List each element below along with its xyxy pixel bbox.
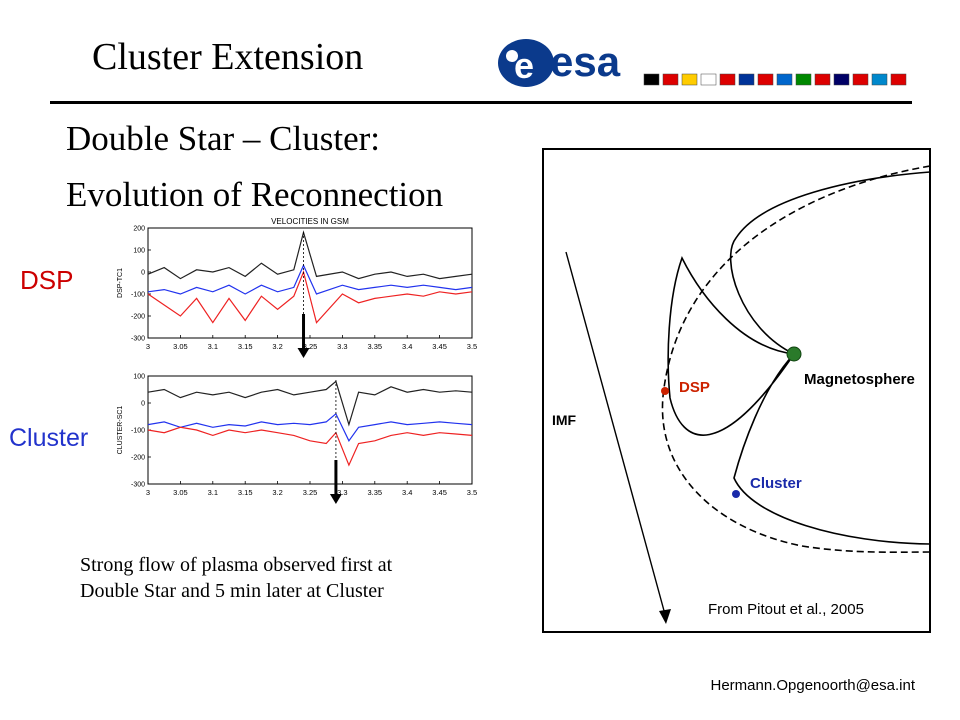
flag-icon [852, 73, 869, 86]
dsp-spacecraft-marker [661, 387, 669, 395]
cluster-spacecraft-marker [732, 490, 740, 498]
flag-icon [738, 73, 755, 86]
series-line-0 [147, 380, 473, 427]
dsp-velocity-chart: VELOCITIES IN GSM DSP-TC1 3 3.05 3.1 3.15 3.2 3… [117, 217, 477, 358]
plot-frame [147, 227, 473, 339]
y-tick-label: 100 [133, 374, 145, 381]
x-tick-label: 3.35 [367, 488, 382, 497]
subtitle-line-1: Double Star – Cluster: [66, 119, 380, 158]
y-axis-label: CLUSTER-SC1 [117, 406, 124, 455]
slide-title: Cluster Extension [92, 36, 364, 78]
x-tick-label: 3.1 [208, 342, 218, 351]
caption-line-2: Double Star and 5 min later at Cluster [80, 580, 384, 602]
x-tick-label: 3.15 [238, 342, 253, 351]
y-tick-label: 200 [133, 226, 145, 233]
y-tick-label: 0 [141, 270, 145, 277]
diagram-frame [542, 148, 931, 633]
flag-icon [757, 73, 774, 86]
y-tick-label: 0 [141, 401, 145, 408]
x-tick-label: 3.05 [173, 342, 188, 351]
x-tick-label: 3.5 [467, 342, 477, 351]
flag-icon [776, 73, 793, 86]
footer-email: Hermann.Opgenoorth@esa.int [710, 677, 915, 694]
magnetopause-curve [667, 171, 931, 545]
x-tick-label: 3.5 [467, 488, 477, 497]
magnetosphere-label: Magnetosphere [804, 371, 915, 388]
svg-text:e: e [514, 45, 534, 86]
x-tick-label: 3.2 [272, 488, 282, 497]
y-tick-label: -200 [131, 314, 145, 321]
x-tick-label: 3.35 [367, 342, 382, 351]
title-rule [50, 101, 912, 104]
caption: Strong flow of plasma observed first at … [80, 552, 392, 604]
imf-label: IMF [552, 412, 577, 428]
y-tick-label: -100 [131, 428, 145, 435]
dsp-panel-label: DSP [20, 265, 74, 295]
x-tick-label: 3 [146, 488, 150, 497]
event-arrow-head [329, 494, 342, 504]
cluster-diagram-label: Cluster [750, 475, 802, 492]
member-flags [643, 73, 907, 86]
dsp-diagram-label: DSP [679, 379, 710, 396]
flag-icon [643, 73, 660, 86]
caption-line-1: Strong flow of plasma observed first at [80, 554, 393, 576]
x-tick-label: 3.25 [303, 342, 318, 351]
x-tick-label: 3.15 [238, 488, 253, 497]
series-line-1 [147, 412, 473, 442]
esa-logo: e esa [498, 38, 907, 87]
x-tick-label: 3.05 [173, 488, 188, 497]
x-tick-label: 3 [146, 342, 150, 351]
flag-icon [681, 73, 698, 86]
bow-shock-curve [661, 165, 931, 554]
cluster-velocity-chart: CLUSTER-SC1 3 3.05 3.1 3.15 3.2 3.25 3.3 3.35 3.4… [117, 374, 477, 504]
y-tick-label: -300 [131, 336, 145, 343]
cluster-panel-label: Cluster [9, 424, 89, 452]
flag-icon [700, 73, 717, 86]
y-tick-label: -200 [131, 455, 145, 462]
y-tick-label: 100 [133, 248, 145, 255]
esa-logo-text: esa [550, 38, 621, 85]
x-tick-label: 3.3 [337, 342, 347, 351]
flag-icon [814, 73, 831, 86]
magnetosphere-diagram: IMF DSP Cluster Magnetosphere From Pitou… [542, 148, 931, 633]
y-axis-label: DSP-TC1 [117, 268, 124, 298]
chart-title: VELOCITIES IN GSM [271, 217, 349, 226]
imf-arrowhead [659, 609, 671, 624]
flag-icon [662, 73, 679, 86]
esa-logo-mark: e [498, 39, 554, 87]
x-tick-label: 3.4 [402, 488, 412, 497]
earth-icon [786, 346, 802, 362]
y-tick-label: -100 [131, 292, 145, 299]
series-line-2 [147, 426, 473, 467]
credit-label: From Pitout et al., 2005 [708, 601, 864, 618]
subtitle-line-2: Evolution of Reconnection [66, 175, 444, 214]
x-tick-label: 3.2 [272, 342, 282, 351]
x-tick-label: 3.3 [337, 488, 347, 497]
event-arrow-head [297, 348, 310, 358]
x-tick-label: 3.4 [402, 342, 412, 351]
x-tick-label: 3.45 [432, 342, 447, 351]
imf-arrow-line [565, 251, 667, 619]
flag-icon [795, 73, 812, 86]
flag-icon [719, 73, 736, 86]
flag-icon [890, 73, 907, 86]
y-tick-label: -300 [131, 482, 145, 489]
flag-icon [871, 73, 888, 86]
x-tick-label: 3.45 [432, 488, 447, 497]
x-tick-label: 3.25 [303, 488, 318, 497]
x-tick-label: 3.1 [208, 488, 218, 497]
flag-icon [833, 73, 850, 86]
